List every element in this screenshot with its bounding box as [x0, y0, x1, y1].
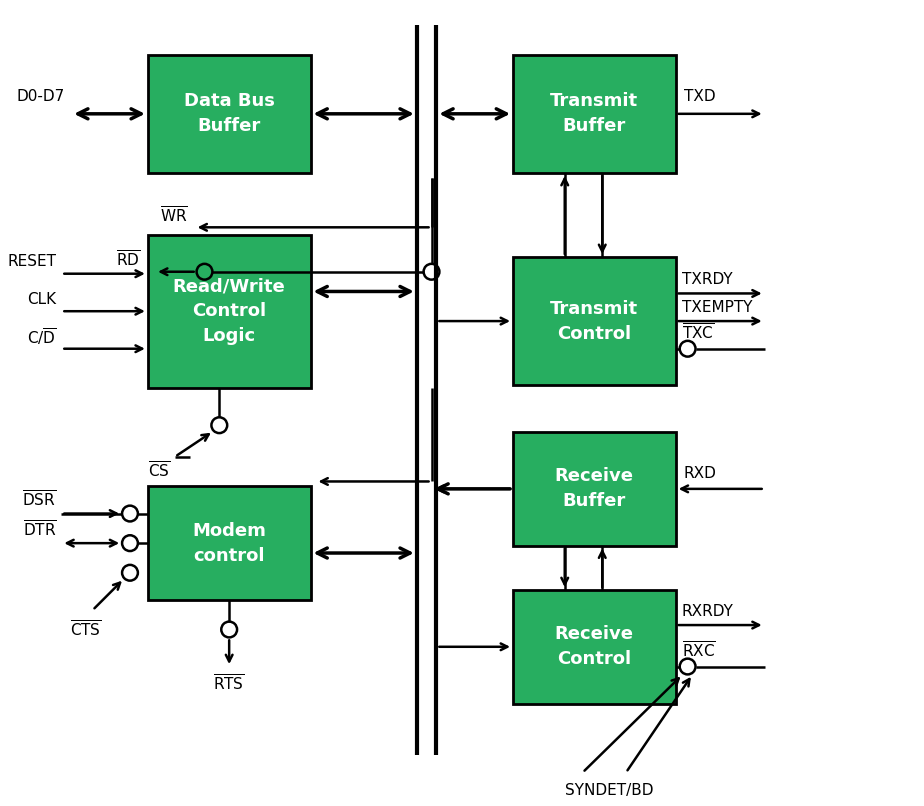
Text: Read/Write
Control
Logic: Read/Write Control Logic	[173, 277, 286, 345]
Text: $\overline{\mathregular{DTR}}$: $\overline{\mathregular{DTR}}$	[23, 519, 56, 539]
Text: Receive
Control: Receive Control	[554, 625, 634, 668]
Text: RXRDY: RXRDY	[682, 604, 734, 619]
Text: Transmit
Control: Transmit Control	[551, 300, 638, 343]
Bar	[513, 590, 675, 704]
Text: $\overline{\mathregular{WR}}$: $\overline{\mathregular{WR}}$	[160, 206, 188, 226]
Text: Modem
control: Modem control	[192, 521, 266, 565]
Text: TXEMPTY: TXEMPTY	[682, 300, 752, 315]
Text: $\overline{\mathregular{TXC}}$: $\overline{\mathregular{TXC}}$	[682, 323, 714, 343]
Text: TXRDY: TXRDY	[682, 272, 733, 287]
Text: $\overline{\mathregular{RXC}}$: $\overline{\mathregular{RXC}}$	[682, 641, 715, 661]
Text: $\overline{\mathregular{RD}}$: $\overline{\mathregular{RD}}$	[116, 250, 140, 270]
Text: D0-D7: D0-D7	[17, 89, 66, 103]
Text: $\overline{\mathregular{DSR}}$: $\overline{\mathregular{DSR}}$	[22, 490, 56, 509]
Text: Data Bus
Buffer: Data Bus Buffer	[184, 93, 274, 135]
Text: Receive
Buffer: Receive Buffer	[554, 467, 634, 510]
Text: Transmit
Buffer: Transmit Buffer	[551, 93, 638, 135]
Bar	[148, 486, 310, 600]
Text: TXD: TXD	[684, 89, 715, 103]
Text: $\overline{\mathregular{RTS}}$: $\overline{\mathregular{RTS}}$	[213, 674, 245, 694]
Text: RXD: RXD	[684, 466, 716, 480]
Text: C/$\overline{\mathregular{D}}$: C/$\overline{\mathregular{D}}$	[27, 326, 56, 347]
Text: $\overline{\mathregular{CTS}}$: $\overline{\mathregular{CTS}}$	[69, 620, 102, 640]
Bar	[513, 432, 675, 546]
Bar	[513, 257, 675, 385]
Text: $\overline{\mathregular{CS}}$: $\overline{\mathregular{CS}}$	[148, 460, 170, 480]
Text: CLK: CLK	[28, 292, 56, 307]
Bar	[148, 235, 310, 388]
Bar	[148, 55, 310, 173]
Bar	[513, 55, 675, 173]
Text: RESET: RESET	[7, 255, 56, 269]
Text: SYNDET/BD: SYNDET/BD	[565, 783, 653, 798]
